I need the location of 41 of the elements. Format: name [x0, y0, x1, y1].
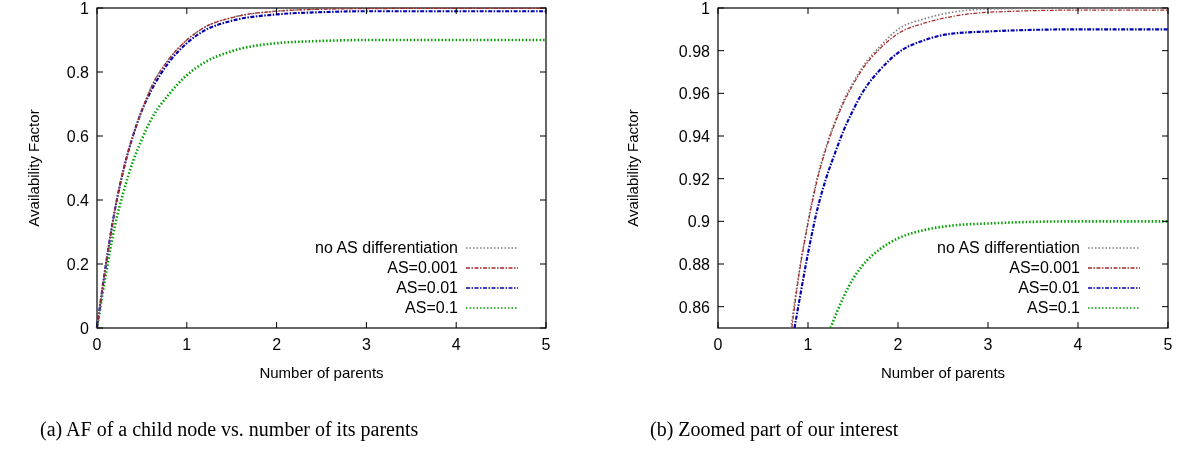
- x-tick-label: 2: [893, 336, 903, 353]
- y-tick-label: 0.2: [66, 256, 90, 273]
- y-axis-title: Availability Factor: [624, 109, 641, 227]
- x-tick-label: 4: [1073, 336, 1083, 353]
- x-tick-label: 1: [182, 336, 192, 353]
- legend-label: AS=0.1: [1027, 299, 1081, 316]
- y-tick-label: 1: [701, 0, 711, 17]
- x-tick-label: 4: [451, 336, 461, 353]
- legend-label: no AS differentiation: [937, 239, 1080, 256]
- y-tick-label: 0.88: [678, 256, 711, 273]
- legend-label: AS=0.001: [1009, 259, 1081, 276]
- y-tick-label: 0.4: [66, 192, 90, 209]
- text: (a) AF of a child node vs. number of its parents: [40, 418, 419, 441]
- legend-label: AS=0.01: [396, 279, 459, 296]
- x-tick-label: 1: [803, 336, 813, 353]
- y-tick-label: 1: [80, 0, 90, 17]
- x-tick-label: 5: [1163, 336, 1173, 353]
- x-axis-title: Number of parents: [880, 364, 1006, 381]
- x-tick-label: 3: [983, 336, 993, 353]
- y-tick-label: 0.92: [678, 170, 711, 188]
- x-tick-label: 0: [713, 336, 723, 353]
- y-tick-label: 0: [80, 320, 90, 337]
- y-tick-label: 0.98: [678, 42, 711, 60]
- legend-label: AS=0.001: [387, 259, 459, 276]
- line-series: [829, 220, 1170, 330]
- y-tick-label: 0.94: [678, 128, 711, 145]
- legend-label: AS=0.01: [1018, 279, 1081, 296]
- y-tick-label: 0.6: [66, 128, 90, 145]
- y-tick-label: 0.96: [678, 85, 711, 103]
- text: (b) Zoomed part of our interest: [650, 418, 899, 441]
- y-tick-label: 0.86: [678, 298, 711, 316]
- x-tick-label: 0: [92, 336, 102, 353]
- x-tick-label: 3: [361, 336, 371, 353]
- legend-label: no AS differentiation: [315, 239, 458, 256]
- x-tick-label: 5: [541, 336, 551, 353]
- y-tick-label: 0.8: [66, 64, 90, 81]
- x-tick-label: 2: [272, 336, 282, 353]
- y-tick-label: 0.9: [687, 213, 711, 231]
- y-axis-title: Availability Factor: [25, 109, 42, 227]
- legend-label: AS=0.1: [405, 299, 459, 316]
- x-axis-title: Number of parents: [259, 364, 384, 381]
